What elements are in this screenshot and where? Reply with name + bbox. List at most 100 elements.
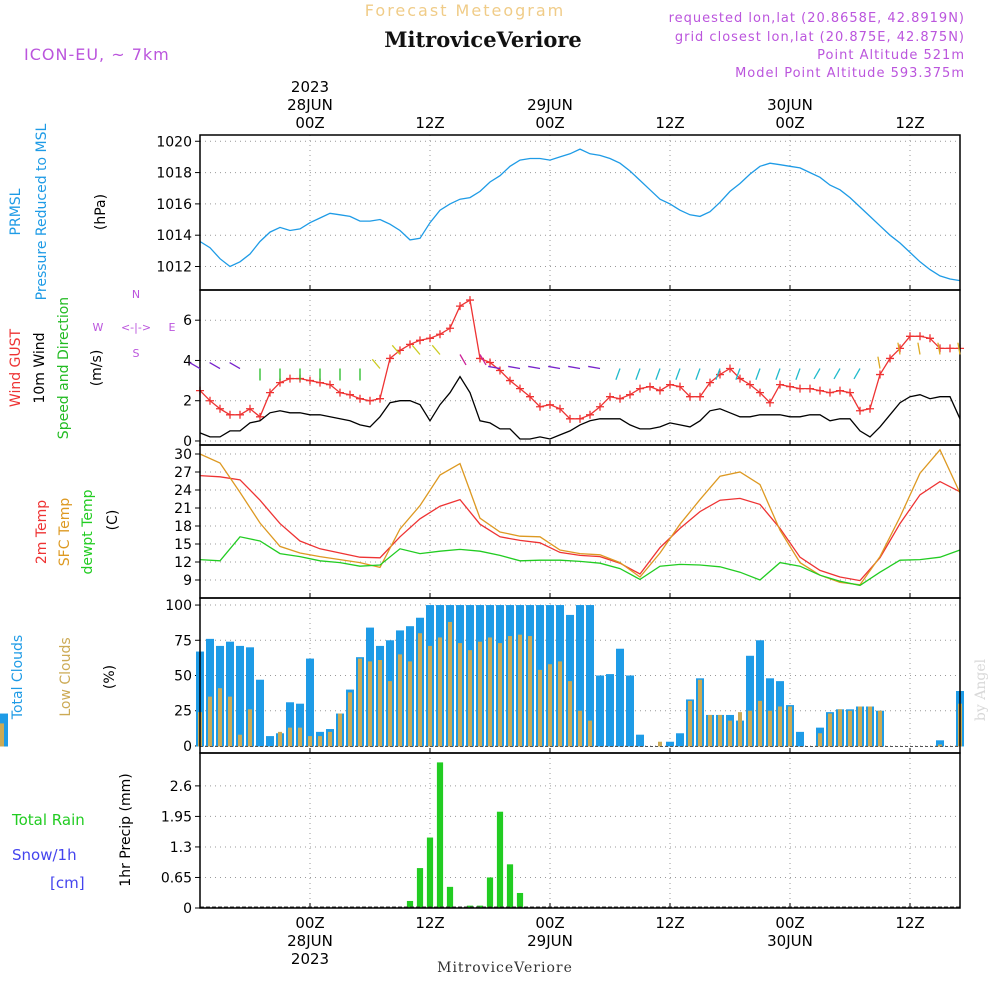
total-cloud-bar [666, 741, 674, 747]
time-label-bottom: 00Z [535, 914, 564, 932]
time-label-top: 12Z [655, 114, 684, 132]
low-cloud-bar [428, 645, 432, 747]
gust-marker [256, 412, 264, 421]
gust-marker [566, 414, 574, 423]
model-altitude: Model Point Altitude 593.375m [735, 66, 965, 81]
wind-direction-arrow [568, 365, 581, 370]
gust-marker [926, 334, 934, 343]
y-tick-label: 75 [174, 633, 192, 649]
total-cloud-bar [636, 734, 644, 747]
low-cloud-bar [528, 636, 532, 747]
gust-marker [746, 380, 754, 389]
wind-direction-arrow [479, 354, 487, 366]
low-cloud-bar [358, 658, 362, 747]
time-label-top: 00Z [295, 114, 324, 132]
gust-marker [386, 354, 394, 363]
requested-coords: requested lon,lat (20.8658E, 42.8919N) [669, 11, 965, 26]
wind10-label: 10m Wind [32, 332, 48, 403]
gust-marker [456, 302, 464, 311]
gust-marker [906, 332, 914, 341]
gust-marker [546, 400, 554, 409]
low-cloud-bar [308, 736, 312, 747]
low-cloud-bar [0, 723, 4, 747]
low-cloud-bar [748, 710, 752, 747]
total-cloud-bar [286, 702, 294, 747]
wind-direction-arrow [229, 361, 241, 370]
total-cloud-bar [796, 731, 804, 747]
time-label-bottom: 12Z [415, 914, 444, 932]
y-tick-label: 21 [174, 501, 192, 517]
gust-marker [366, 396, 374, 405]
gust-marker [206, 396, 214, 405]
total-cloud-bar [576, 605, 584, 747]
low-cloud-bar [558, 661, 562, 747]
low-cloud-bar [368, 661, 372, 747]
temp2m-label: 2m Temp [34, 500, 50, 564]
wind-direction-arrow [735, 368, 741, 381]
low-cloud-bar [708, 714, 712, 747]
total-cloud-bar [756, 640, 764, 747]
gust-marker [466, 296, 474, 305]
low-cloud-bar [768, 710, 772, 747]
y-tick-label: 9 [183, 573, 192, 589]
y-tick-label: 0.65 [161, 870, 192, 886]
total-cloud-bar [616, 648, 624, 747]
total-cloud-bar [236, 645, 244, 747]
y-tick-label: 1.3 [170, 840, 192, 856]
gust-marker [226, 410, 234, 419]
low-cloud-bar [758, 700, 762, 747]
low-cloud-bar [398, 654, 402, 747]
rain-bar [506, 864, 514, 908]
low-cloud-bar [248, 709, 252, 747]
low-cloud-bar [508, 636, 512, 747]
credit: by Angel [973, 658, 989, 721]
low-cloud-bar [348, 692, 352, 747]
wind-direction-arrow [615, 368, 621, 381]
low-cloud-bar [738, 712, 742, 747]
total-cloud-bar [626, 675, 634, 747]
wind-direction-arrow [488, 365, 501, 370]
low-cloud-bar [878, 710, 882, 747]
gust-marker [306, 376, 314, 385]
gust-marker [266, 388, 274, 397]
gust-marker [816, 386, 824, 395]
y-tick-label: 2 [183, 394, 192, 410]
rain-bar [446, 886, 454, 908]
plot-area: 1012101410161018102002469121518212427300… [0, 78, 964, 968]
rain-bar [516, 892, 524, 908]
gust-marker [586, 410, 594, 419]
low-cloud-bar [238, 734, 242, 747]
y-tick-label: 6 [183, 313, 192, 329]
footer-location: MitroviceVeriore [437, 960, 573, 976]
wind-direction-arrow [655, 368, 661, 381]
model-label: ICON-EU, ~ 7km [24, 45, 170, 64]
total-cloud-bar [256, 679, 264, 747]
series-line-2m-temp [199, 474, 961, 582]
low-cloud-bar [728, 720, 732, 747]
low-cloud-bar [848, 710, 852, 747]
y-tick-label: 25 [174, 704, 192, 720]
wind-direction-arrow [508, 365, 521, 370]
top-title: Forecast Meteogram [365, 1, 565, 20]
y-tick-label: 1018 [156, 166, 192, 182]
wind-direction-arrow [853, 368, 861, 380]
compass-s: S [133, 347, 140, 360]
low-cloud-bar [658, 741, 662, 747]
wind-direction-arrow [431, 344, 441, 355]
low-cloud-bar [568, 681, 572, 747]
gust-marker [726, 364, 734, 373]
gust-marker [736, 374, 744, 383]
y-tick-label: 15 [174, 537, 192, 553]
gust-marker [946, 344, 954, 353]
gust-marker [616, 394, 624, 403]
gust-marker [776, 380, 784, 389]
gust-marker [636, 384, 644, 393]
time-label-top: 12Z [895, 114, 924, 132]
gust-marker [606, 392, 614, 401]
gust-marker [426, 334, 434, 343]
prmsl-long-label: Pressure Reduced to MSL [34, 123, 50, 300]
low-cloud-bar [778, 706, 782, 747]
y-tick-label: 0 [183, 434, 192, 450]
gust-label: Wind GUST [8, 328, 24, 407]
y-tick-label: 0 [183, 739, 192, 755]
